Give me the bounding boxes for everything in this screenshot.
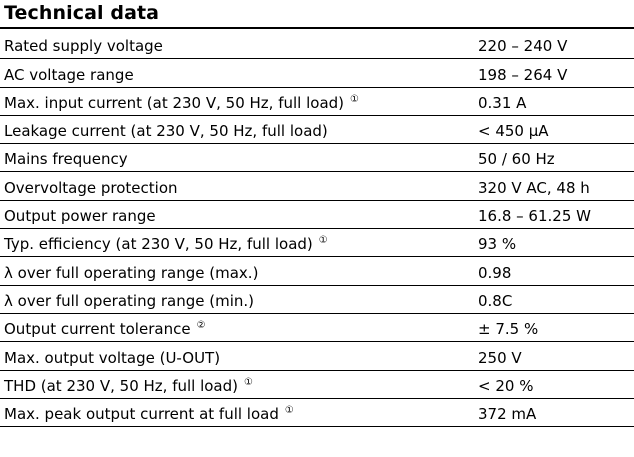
row-value: 220 – 240 V: [478, 37, 568, 56]
row-label: Rated supply voltage: [4, 37, 163, 56]
row-value: 372 mA: [478, 405, 537, 424]
row-label: Leakage current (at 230 V, 50 Hz, full l…: [4, 122, 328, 141]
page-title: Technical data: [4, 2, 160, 24]
footnote-marker: ①: [284, 405, 294, 417]
row-label: Overvoltage protection: [4, 178, 178, 197]
table-row: Mains frequency 50 / 60 Hz: [0, 144, 634, 173]
table-row: Max. input current (at 230 V, 50 Hz, ful…: [0, 88, 634, 116]
row-label: Max. output voltage (U-OUT): [4, 348, 221, 367]
row-value: 250 V: [478, 348, 522, 367]
row-label: Output current tolerance ②: [4, 320, 206, 339]
table-row: AC voltage range 198 – 264 V: [0, 59, 634, 88]
row-label: THD (at 230 V, 50 Hz, full load) ①: [4, 376, 253, 395]
row-value: ± 7.5 %: [478, 320, 539, 339]
table-row: Output power range 16.8 – 61.25 W: [0, 201, 634, 230]
row-value: 50 / 60 Hz: [478, 150, 555, 169]
row-value: < 450 µA: [478, 122, 549, 141]
row-label: Max. input current (at 230 V, 50 Hz, ful…: [4, 93, 359, 112]
row-label: Mains frequency: [4, 150, 128, 169]
footnote-marker: ①: [244, 376, 253, 388]
row-value: 0.31 A: [478, 93, 527, 112]
spec-table: Rated supply voltage 220 – 240 V AC volta…: [0, 31, 634, 428]
row-label: λ over full operating range (min.): [4, 291, 255, 310]
table-row: λ over full operating range (max.) 0.98: [0, 257, 634, 286]
row-label: Output power range: [4, 207, 156, 226]
title-divider: [0, 27, 634, 29]
table-row: Leakage current (at 230 V, 50 Hz, full l…: [0, 116, 634, 145]
table-row: Typ. efficiency (at 230 V, 50 Hz, full l…: [0, 229, 634, 258]
row-label: AC voltage range: [4, 65, 134, 84]
table-row: Rated supply voltage 220 – 240 V: [0, 31, 634, 60]
row-value: 16.8 – 61.25 W: [478, 207, 591, 226]
row-value: 320 V AC, 48 h: [478, 178, 590, 197]
table-row: Output current tolerance ② ± 7.5 %: [0, 314, 634, 343]
footnote-marker: ①: [318, 235, 328, 247]
table-row: Max. output voltage (U-OUT) 250 V: [0, 342, 634, 371]
row-label: λ over full operating range (max.): [4, 263, 259, 282]
table-row: λ over full operating range (min.) 0.8C: [0, 286, 634, 314]
row-value: < 20 %: [478, 376, 534, 395]
footnote-marker: ①: [350, 93, 359, 105]
row-label: Typ. efficiency (at 230 V, 50 Hz, full l…: [4, 235, 328, 254]
row-label: Max. peak output current at full load ①: [4, 405, 294, 424]
row-value: 93 %: [478, 235, 517, 254]
table-row: Overvoltage protection 320 V AC, 48 h: [0, 172, 634, 201]
table-row: Max. peak output current at full load ① 37…: [0, 399, 634, 428]
footnote-marker: ②: [196, 320, 206, 332]
row-value: 0.98: [478, 263, 512, 282]
row-value: 0.8C: [478, 291, 513, 310]
table-row: THD (at 230 V, 50 Hz, full load) ① < 20 %: [0, 371, 634, 399]
row-value: 198 – 264 V: [478, 65, 568, 84]
